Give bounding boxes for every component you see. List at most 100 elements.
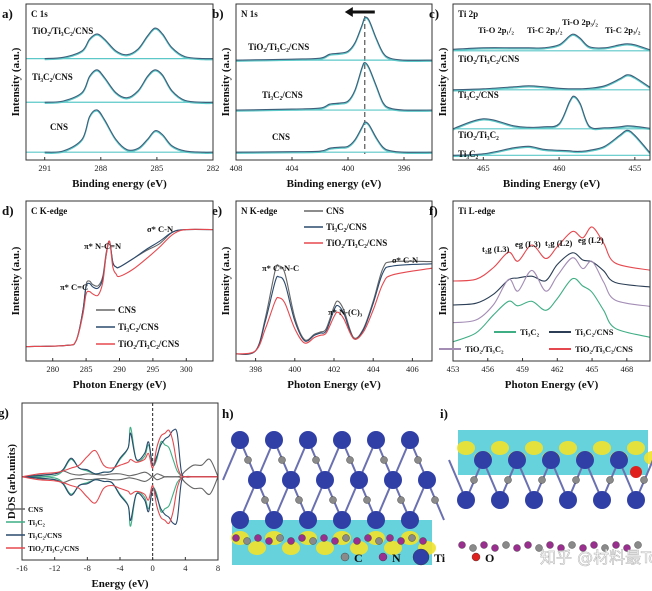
panel-label: e): [212, 203, 222, 218]
fit-component-curve: [453, 75, 650, 92]
legend-label: Ti₃C₂/CNS: [575, 327, 614, 337]
carbon-atom: [414, 456, 422, 464]
x-tick-label: 8: [216, 563, 220, 573]
legend-label: Ti₃C₂: [28, 518, 46, 527]
panel-a: a) C 1s Binding energy (eV) Intensity (a.u.…: [2, 3, 220, 190]
peak-annotation: eg (L3): [515, 239, 541, 249]
x-axis-label: Photon Energy (eV): [73, 379, 167, 391]
legend-label: CNS: [326, 206, 344, 216]
legend-atom-label: Ti: [434, 551, 446, 565]
carbon-atom: [568, 541, 576, 549]
legend-label: TiO₂/Ti₃C₂/CNS: [118, 339, 179, 349]
nitrogen-atom: [232, 534, 240, 542]
series-line: [44, 109, 213, 153]
series-label: Ti₃C₂/CNS: [32, 72, 73, 82]
x-tick-label: 404: [286, 163, 300, 173]
carbon-atom: [243, 537, 251, 545]
oxygen-atom: [630, 466, 642, 478]
series-line: [453, 226, 650, 282]
x-tick-label: 282: [207, 163, 220, 173]
legend-atom-label: O: [485, 551, 494, 565]
plot-area: [453, 33, 650, 158]
titanium-atom: [333, 511, 351, 529]
panel-label: d): [2, 203, 14, 218]
carbon-atom: [469, 544, 477, 552]
titanium-atom: [231, 431, 249, 449]
series-line: [453, 277, 650, 343]
series-line: [22, 428, 218, 478]
carbon-atom: [363, 496, 371, 504]
peak-annotation: Ti-O 2p₃/₂: [562, 17, 598, 27]
nitrogen-atom: [254, 534, 262, 542]
carbon-atom: [538, 476, 546, 484]
legend-label: TiO₂/Ti₃C₂/CNS: [28, 544, 79, 553]
carbon-atom: [572, 476, 580, 484]
legend-atom-label: C: [354, 551, 363, 565]
nitrogen-atom: [513, 544, 521, 552]
carbon-atom: [278, 456, 286, 464]
carbon-atom: [504, 476, 512, 484]
panel-title: C K-edge: [31, 206, 67, 216]
plot-area: [453, 226, 650, 343]
x-tick-label: 400: [288, 364, 301, 374]
charge-accumulation-isosurface: [282, 541, 300, 555]
panel-label: g): [0, 405, 9, 420]
nitrogen-atom: [623, 544, 631, 552]
series-line: [236, 62, 432, 111]
titanium-atom: [610, 451, 628, 469]
titanium-atom: [593, 491, 611, 509]
panel-title: Ti L-edge: [458, 206, 495, 216]
series-line: [453, 129, 650, 156]
fit-component-curve: [453, 96, 650, 131]
x-tick-label: 295: [147, 364, 160, 374]
legend-atom-c-icon: [340, 552, 350, 562]
charge-accumulation-isosurface: [350, 541, 368, 555]
series-line: [236, 121, 432, 153]
x-tick-label: 406: [406, 364, 419, 374]
nitrogen-atom: [557, 544, 565, 552]
panel-label: c): [429, 6, 439, 21]
carbon-atom: [535, 544, 543, 552]
carbon-atom: [380, 456, 388, 464]
series-line: [453, 252, 650, 306]
x-tick-label: 455: [628, 163, 641, 173]
titanium-atom: [350, 471, 368, 489]
titanium-atom: [457, 491, 475, 509]
x-tick-label: 456: [481, 364, 494, 374]
y-axis-label: Intensity (a.u.): [437, 47, 449, 116]
series-line: [236, 267, 432, 355]
series-label: CNS: [272, 132, 290, 142]
plot-frame: [25, 200, 214, 362]
titanium-atom: [491, 491, 509, 509]
plot-area: [22, 403, 218, 560]
x-tick-label: 468: [620, 364, 633, 374]
panel-label: b): [212, 6, 224, 21]
carbon-atom: [346, 456, 354, 464]
x-axis-label: Binding energy (eV): [287, 178, 382, 190]
nitrogen-atom: [458, 541, 466, 549]
y-axis-label: Intensity (a.u.): [437, 246, 449, 315]
carbon-atom: [502, 541, 510, 549]
x-tick-label: 285: [80, 364, 93, 374]
legend-label: TiO₂/Ti₃C₂: [465, 344, 504, 354]
plot-frame: [452, 3, 651, 161]
y-axis-label: Intensity (a.u.): [10, 47, 22, 116]
series-line: [22, 429, 218, 478]
legend-atom-n-icon: [378, 552, 388, 562]
peak-annotation: π* C=C: [60, 282, 88, 292]
charge-accumulation-isosurface: [491, 441, 509, 455]
series-line-spin-down: [22, 475, 218, 525]
nitrogen-atom: [364, 534, 372, 542]
series-line: [22, 426, 218, 478]
panel-title: N K-edge: [241, 206, 277, 216]
legend-label: TiO₂/Ti₃C₂/CNS: [575, 344, 633, 354]
carbon-atom: [312, 456, 320, 464]
titanium-atom: [576, 451, 594, 469]
x-tick-label: 402: [328, 364, 341, 374]
carbon-atom: [329, 496, 337, 504]
x-tick-label: 288: [94, 163, 107, 173]
charge-accumulation-isosurface: [593, 441, 611, 455]
x-tick-label: 291: [38, 163, 51, 173]
series-line-spin-down: [22, 476, 218, 525]
series-label: TiO₂/Ti₃C₂: [458, 130, 499, 140]
